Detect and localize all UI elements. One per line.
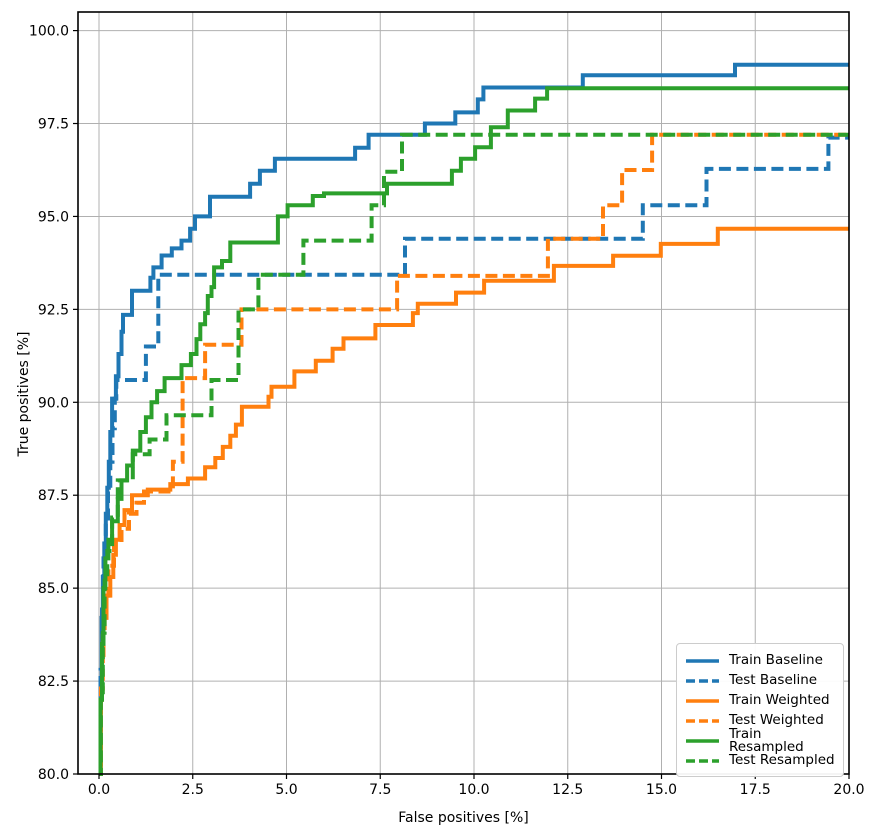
legend-label: Train Weighted — [729, 692, 830, 709]
x-tick-label: 15.0 — [646, 782, 677, 798]
x-tick-label: 17.5 — [740, 782, 771, 798]
y-tick-label: 82.5 — [38, 674, 69, 690]
legend-line-sample — [686, 719, 719, 723]
legend-line-sample — [686, 679, 719, 683]
legend-line-sample — [686, 659, 719, 663]
legend-label: Train Baseline — [729, 652, 823, 669]
curve-layer — [98, 62, 849, 776]
y-tick-label: 95.0 — [38, 209, 69, 225]
x-tick-label: 20.0 — [833, 782, 864, 798]
legend: Train Baseline Test Baseline Train Weighte… — [676, 643, 844, 777]
curve-train-resampled — [98, 86, 849, 776]
x-tick-label: 10.0 — [458, 782, 489, 798]
legend-line-sample — [686, 699, 719, 703]
legend-label: Test Resampled — [729, 752, 835, 769]
tick-layer — [73, 29, 850, 779]
y-tick-label: 85.0 — [38, 581, 69, 597]
x-tick-label: 5.0 — [275, 782, 297, 798]
legend-item-train-resampled: Train Resampled — [686, 727, 835, 754]
y-tick-label: 90.0 — [38, 395, 69, 411]
spine-layer — [77, 11, 850, 775]
y-tick-label: 80.0 — [38, 767, 69, 783]
y-tick-label: 92.5 — [38, 302, 69, 318]
legend-item-test-resampled: Test Resampled — [686, 751, 835, 771]
axes-spines — [77, 11, 850, 775]
legend-line-sample — [686, 759, 719, 763]
grid-layer — [78, 12, 850, 775]
legend-label: Train Resampled — [729, 725, 804, 755]
legend-item-train-weighted: Train Weighted — [686, 691, 835, 711]
y-tick-label: 97.5 — [38, 117, 69, 133]
legend-line-sample — [686, 739, 719, 743]
x-axis-label: False positives [%] — [398, 810, 529, 826]
legend-label: Test Baseline — [729, 672, 818, 689]
y-tick-label: 87.5 — [38, 488, 69, 504]
legend-item-test-baseline: Test Baseline — [686, 671, 835, 691]
tick-label-layer: 0.0 2.5 5.0 7.5 10.0 12.5 15.0 17.5 20.0 80.0 82.5… — [29, 24, 865, 798]
y-tick-label: 100.0 — [29, 24, 69, 40]
x-tick-label: 7.5 — [369, 782, 391, 798]
legend-item-test-weighted: Test Weighted — [686, 711, 835, 731]
legend-label: Test Weighted — [729, 712, 824, 729]
x-tick-label: 0.0 — [88, 782, 110, 798]
curve-test-resampled — [98, 132, 849, 776]
legend-item-train-baseline: Train Baseline — [686, 651, 835, 671]
y-axis-label: True positives [%] — [16, 331, 32, 457]
x-tick-label: 2.5 — [182, 782, 204, 798]
x-tick-label: 12.5 — [552, 782, 583, 798]
